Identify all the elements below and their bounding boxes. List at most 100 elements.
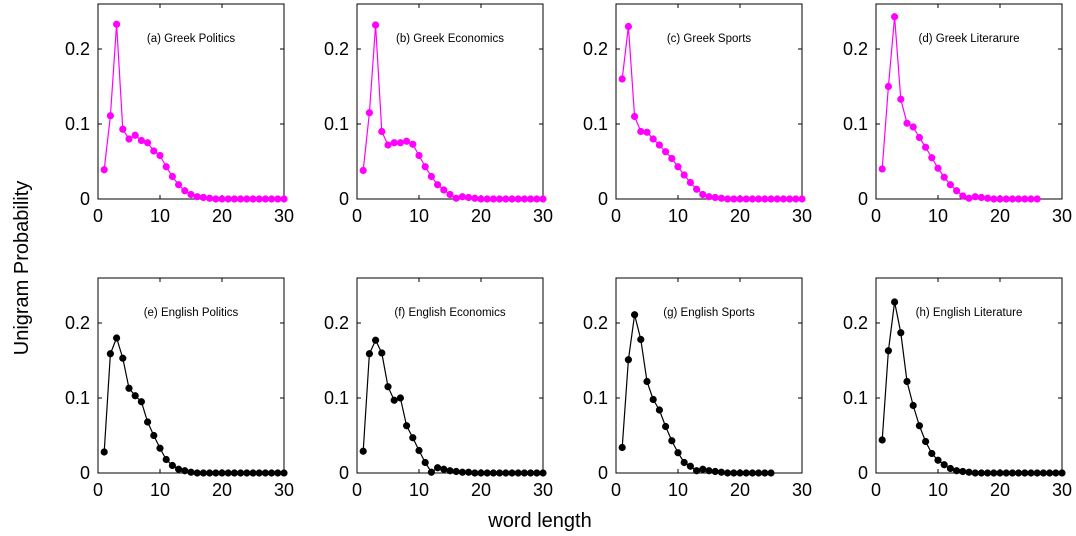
data-point <box>717 194 726 202</box>
x-tick-label: 10 <box>150 480 170 500</box>
data-point <box>761 195 769 203</box>
data-point <box>897 95 905 103</box>
data-point <box>365 350 373 358</box>
data-point <box>934 164 942 172</box>
x-tick-label: 0 <box>871 206 881 226</box>
data-point <box>662 148 670 156</box>
data-point <box>137 136 145 145</box>
x-tick-label: 20 <box>990 206 1010 226</box>
data-point <box>106 350 114 358</box>
data-point <box>1015 469 1023 477</box>
data-point <box>280 195 288 203</box>
data-point <box>730 469 738 477</box>
data-point <box>206 469 214 477</box>
data-point <box>755 469 763 477</box>
data-point <box>618 75 626 83</box>
data-point <box>514 469 522 477</box>
data-point <box>378 349 386 357</box>
data-point <box>699 190 707 199</box>
data-point <box>1058 469 1066 477</box>
data-point <box>990 469 998 477</box>
data-point <box>144 139 152 147</box>
y-tick-label: 0.1 <box>583 114 608 134</box>
data-point <box>736 469 744 477</box>
subplot-title: (g) English Sports <box>663 307 755 319</box>
y-tick-label: 0 <box>80 189 90 209</box>
y-tick-label: 0 <box>339 189 349 209</box>
data-point <box>471 469 479 477</box>
data-point <box>903 377 911 386</box>
plot-frame <box>615 3 803 200</box>
data-point <box>1008 469 1017 477</box>
data-point <box>909 123 917 131</box>
x-tick-label: 30 <box>1052 206 1072 226</box>
data-point <box>668 154 676 163</box>
x-tick-label: 20 <box>212 206 232 226</box>
x-tick-label: 0 <box>93 480 103 500</box>
data-point <box>680 171 688 179</box>
data-point <box>249 195 257 203</box>
data-point <box>527 195 535 203</box>
data-point <box>131 131 139 139</box>
y-tick-label: 0.1 <box>843 388 868 408</box>
y-tick-label: 0 <box>598 189 608 209</box>
subplot-title: (b) Greek Economics <box>396 33 504 45</box>
data-point <box>779 195 788 203</box>
data-point <box>403 137 411 145</box>
data-point <box>168 461 176 470</box>
data-point <box>618 443 626 452</box>
data-point <box>755 195 763 203</box>
data-point <box>1052 469 1060 477</box>
data-point <box>193 469 201 477</box>
data-point <box>971 469 979 477</box>
data-point <box>378 127 386 136</box>
x-tick-label: 20 <box>730 480 750 500</box>
data-point <box>477 469 485 477</box>
plot-frame <box>875 3 1063 200</box>
data-point <box>953 467 961 475</box>
data-point <box>113 20 121 28</box>
x-tick-label: 10 <box>928 480 948 500</box>
data-point <box>187 190 195 199</box>
data-point <box>674 449 682 457</box>
data-point <box>984 194 992 202</box>
data-point <box>193 193 201 201</box>
data-point <box>483 469 491 477</box>
data-point <box>662 422 670 431</box>
x-tick-label: 0 <box>611 206 621 226</box>
data-point <box>440 465 448 473</box>
data-point <box>230 195 238 203</box>
data-point <box>119 125 127 133</box>
data-point <box>427 172 435 181</box>
data-point <box>922 143 930 151</box>
data-point <box>1033 469 1041 477</box>
data-point <box>119 354 127 362</box>
data-point <box>465 193 473 202</box>
x-tick-label: 30 <box>792 206 812 226</box>
y-tick-label: 0.2 <box>843 313 868 333</box>
data-point <box>748 469 757 477</box>
y-tick-label: 0 <box>80 463 90 483</box>
data-point <box>175 181 183 189</box>
plot-frame <box>356 3 544 200</box>
data-point <box>878 165 886 173</box>
data-point <box>384 141 392 149</box>
data-point <box>508 195 516 203</box>
y-tick-label: 0.1 <box>324 114 349 134</box>
subplot-2: 0 10 20 30 0 0.1 0.2 (c) Greek Sports <box>583 3 812 226</box>
data-point <box>940 173 948 181</box>
data-point <box>274 469 282 477</box>
data-point <box>539 469 547 477</box>
data-point <box>224 195 232 203</box>
data-point <box>372 21 380 29</box>
data-point <box>434 464 442 472</box>
data-point <box>224 469 232 477</box>
plot-frame <box>875 277 1063 474</box>
data-point <box>1015 195 1023 203</box>
data-point <box>181 187 189 195</box>
data-point <box>409 434 417 442</box>
data-point <box>891 298 899 306</box>
data-point <box>237 195 245 203</box>
data-point <box>643 128 651 136</box>
data-point <box>131 392 139 400</box>
